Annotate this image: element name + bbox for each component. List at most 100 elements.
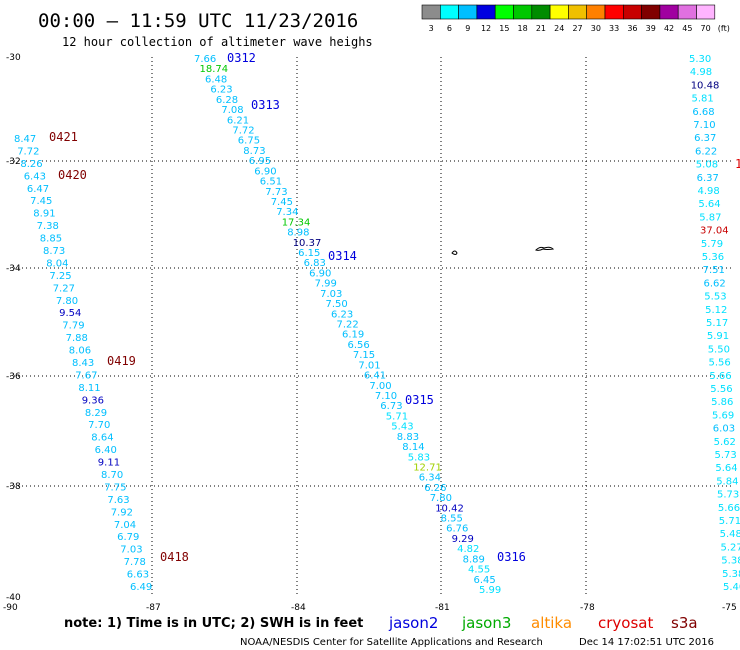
swh-value-label: 5.83 (408, 452, 430, 463)
colorbar-swatch (568, 4, 588, 20)
colorbar-tick-label: 30 (591, 24, 601, 33)
swh-value-label: 7.00 (369, 381, 391, 392)
satellite-legend: jason2 jason3 altika cryosat s3a (388, 614, 698, 632)
swh-value-label: 5.84 (716, 476, 738, 487)
swh-value-label: 9.11 (98, 458, 120, 469)
swh-value-label: 9.54 (59, 308, 81, 319)
swh-value-label: 5.99 (479, 585, 501, 596)
colorbar-tick-label: 21 (536, 24, 546, 33)
swh-value-label: 5.56 (709, 358, 731, 369)
swh-value-label: 7.78 (124, 557, 146, 568)
colorbar-swatch (458, 4, 478, 20)
colorbar-tick-label: 15 (499, 24, 509, 33)
latitude-label: -36 (6, 372, 21, 382)
swh-value-label: 8.55 (441, 514, 463, 525)
swh-value-label: 7.08 (221, 105, 243, 116)
swh-colorbar-legend: 3 6 9 12 15 18 21 24 27 30 33 36 39 42 45 70 (ft) (421, 4, 730, 33)
swh-value-label: 6.48 (205, 74, 227, 85)
swh-value-label: 5.87 (699, 212, 721, 223)
swh-value-label: 9.29 (452, 534, 474, 545)
colorbar-tick-label: 6 (447, 24, 452, 33)
swh-value-label: 8.29 (85, 408, 107, 419)
swh-value-label: 6.15 (298, 248, 320, 259)
colorbar-tick-label: 70 (701, 24, 711, 33)
colorbar-swatch (659, 4, 679, 20)
axis-tick-labels: -30 -32 -34 -36 -38 -40-90 -87 -84 -81 -78 -75 (3, 53, 737, 613)
colorbar-swatch (531, 4, 551, 20)
swh-value-label: 7.45 (30, 196, 52, 207)
swh-value-label: 37.04 (700, 226, 729, 237)
swh-value-label: 4.82 (457, 544, 479, 555)
colorbar-swatch (696, 4, 716, 20)
satellite-legend-entry: altika (531, 614, 572, 632)
swh-value-label: 5.86 (711, 397, 733, 408)
swh-value-label: 8.70 (101, 470, 123, 481)
colorbar-swatch (476, 4, 496, 20)
swh-value-label: 6.79 (117, 532, 139, 543)
pass-time-label: 0421 (49, 130, 78, 144)
colorbar-tick-label: 18 (518, 24, 528, 33)
swh-value-label: 6.68 (692, 107, 714, 118)
colorbar-tick-label: 45 (682, 24, 692, 33)
swh-value-label: 8.98 (287, 228, 309, 239)
swh-value-label: 7.66 (194, 54, 216, 65)
swh-value-label: 7.45 (271, 197, 293, 208)
swh-value-label: 5.73 (717, 490, 739, 501)
swh-value-label: 5.81 (692, 94, 714, 105)
colorbar-swatch (586, 4, 606, 20)
swh-value-label: 6.26 (424, 483, 446, 494)
swh-value-label: 8.73 (243, 146, 265, 157)
swh-value-label: 6.37 (697, 173, 719, 184)
colorbar-tick-label: 42 (664, 24, 674, 33)
colorbar-swatch (622, 4, 642, 20)
swh-value-label: 5.43 (391, 422, 413, 433)
swh-value-label: 7.75 (104, 482, 126, 493)
swh-value-label: 7.10 (375, 391, 397, 402)
colorbar-tick-label: 36 (627, 24, 637, 33)
pass-time-label: 0314 (328, 249, 357, 263)
units-note: note: 1) Time is in UTC; 2) SWH is in fe… (64, 616, 363, 631)
swh-value-label: 6.41 (364, 371, 386, 382)
swh-value-label: 5.66 (709, 371, 731, 382)
swh-value-label: 4.98 (698, 186, 720, 197)
swh-value-label: 5.64 (698, 199, 720, 210)
longitude-label: -90 (3, 603, 18, 613)
swh-value-label: 5.66 (718, 503, 740, 514)
swh-value-label: 5.71 (386, 411, 408, 422)
swh-value-label: 5.50 (708, 344, 730, 355)
swh-value-label: 18.74 (200, 64, 229, 75)
colorbar-tick-label: 3 (429, 24, 434, 33)
pass-time-label: 0420 (58, 168, 87, 182)
satellite-legend-entry: jason3 (461, 614, 511, 632)
latitude-label: -38 (6, 482, 21, 492)
swh-value-label: 7.10 (693, 120, 715, 131)
colorbar-swatch (641, 4, 661, 20)
colorbar-tick-label: 9 (465, 24, 470, 33)
map-subtitle: 12 hour collection of altimeter wave hei… (62, 35, 373, 49)
swh-value-label: 6.49 (130, 582, 152, 593)
swh-value-label: 6.43 (24, 171, 46, 182)
pass-time-label: 0419 (107, 354, 136, 368)
swh-value-label: 10.37 (293, 238, 322, 249)
swh-value-label: 6.90 (309, 268, 331, 279)
swh-value-label: 6.22 (695, 146, 717, 157)
colorbar-unit-label: (ft) (718, 24, 730, 33)
pass-time-label: 0312 (227, 51, 256, 65)
swh-value-label: 6.90 (254, 166, 276, 177)
swh-value-label: 12.71 (413, 463, 442, 474)
swh-value-label: 7.70 (88, 420, 110, 431)
swh-value-label: 6.40 (95, 445, 117, 456)
swh-value-label: 7.04 (114, 520, 136, 531)
latitude-label: -32 (6, 157, 21, 167)
swh-value-label: 8.89 (463, 554, 485, 565)
edge-clipped-label: 1 (735, 157, 740, 171)
swh-value-label: 7.51 (703, 265, 725, 276)
swh-value-label: 9.36 (82, 395, 104, 406)
swh-value-label: 7.92 (111, 507, 133, 518)
swh-value-label: 7.03 (320, 289, 342, 300)
swh-value-label: 4.55 (468, 565, 490, 576)
swh-value-label: 7.79 (62, 321, 84, 332)
colorbar-swatch (677, 4, 697, 20)
swh-value-label: 6.73 (380, 401, 402, 412)
colorbar-tick-label: 24 (554, 24, 564, 33)
